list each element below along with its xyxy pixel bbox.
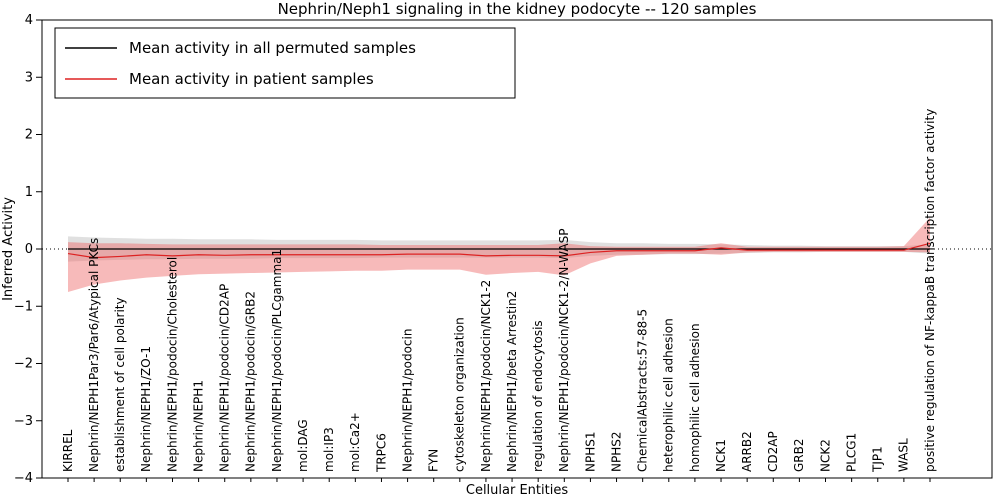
x-tick-label: Nephrin/NEPH1Par3/Par6/Atypical PKCs — [87, 238, 101, 472]
x-tick-label: Nephrin/NEPH1/podocin/Cholesterol — [165, 257, 179, 472]
x-tick-label: TJP1 — [871, 446, 885, 473]
y-tick-label: 1 — [25, 185, 33, 200]
legend-box — [54, 27, 516, 99]
x-tick-label: KIRREL — [61, 429, 75, 472]
x-tick-label: mol:Ca2+ — [348, 412, 362, 472]
x-tick-label: Nephrin/NEPH1/podocin/CD2AP — [218, 284, 232, 472]
x-tick-label: cytoskeleton organization — [453, 317, 467, 472]
x-tick-label: Nephrin/NEPH1/podocin/NCK1-2/N-WASP — [557, 229, 571, 472]
x-tick-label: FYN — [427, 449, 441, 472]
x-tick-label: Nephrin/NEPH1 — [191, 380, 205, 472]
y-tick-label: 4 — [25, 13, 33, 28]
y-axis-label: Inferred Activity — [1, 197, 16, 301]
x-tick-label: homophilic cell adhesion — [688, 323, 702, 472]
x-tick-label: ARRB2 — [740, 431, 754, 472]
x-tick-label: Nephrin/NEPH1/podocin/NCK1-2 — [479, 280, 493, 472]
x-tick-label: NPHS2 — [609, 432, 623, 473]
x-tick-label: NCK1 — [714, 439, 728, 472]
x-tick-label: mol:DAG — [296, 419, 310, 472]
y-tick-label: 2 — [25, 128, 33, 143]
y-tick-label: −2 — [14, 357, 33, 372]
x-tick-label: mol:IP3 — [322, 427, 336, 472]
y-tick-label: 3 — [25, 70, 33, 85]
x-tick-label: Nephrin/NEPH1/ZO-1 — [139, 346, 153, 472]
x-tick-label: NCK2 — [818, 439, 832, 472]
x-tick-label: NPHS1 — [583, 432, 597, 473]
patient-band — [68, 217, 930, 292]
x-tick-label: CD2AP — [766, 431, 780, 472]
x-tick-label: positive regulation of NF-kappaB transcr… — [923, 109, 937, 472]
y-tick-label: 0 — [25, 242, 33, 257]
x-tick-label: GRB2 — [792, 438, 806, 472]
x-axis-label: Cellular Entities — [466, 483, 568, 498]
y-tick-label: −4 — [14, 471, 33, 486]
x-tick-label: Nephrin/NEPH1/podocin — [400, 329, 414, 472]
y-tick-label: −3 — [14, 414, 33, 429]
chart-title: Nephrin/Neph1 signaling in the kidney po… — [278, 0, 757, 18]
x-tick-label: regulation of endocytosis — [531, 320, 545, 472]
x-tick-label: ChemicalAbstracts:57-88-5 — [636, 309, 650, 472]
legend-label: Mean activity in all permuted samples — [129, 39, 416, 57]
x-tick-label: TRPC6 — [374, 433, 388, 473]
x-tick-label: Nephrin/NEPH1/podocin/GRB2 — [244, 291, 258, 472]
x-tick-label: heterophilic cell adhesion — [662, 318, 676, 472]
legend-label: Mean activity in patient samples — [129, 70, 374, 88]
x-tick-label: WASL — [897, 438, 911, 472]
x-tick-label: Nephrin/NEPH1/podocin/PLCgamma1 — [270, 249, 284, 472]
x-tick-label: Nephrin/NEPH1/beta Arrestin2 — [505, 291, 519, 472]
x-tick-label: establishment of cell polarity — [113, 297, 127, 472]
y-tick-label: −1 — [14, 299, 33, 314]
patient-mean-line — [67, 242, 931, 259]
x-tick-label: PLCG1 — [844, 433, 858, 472]
